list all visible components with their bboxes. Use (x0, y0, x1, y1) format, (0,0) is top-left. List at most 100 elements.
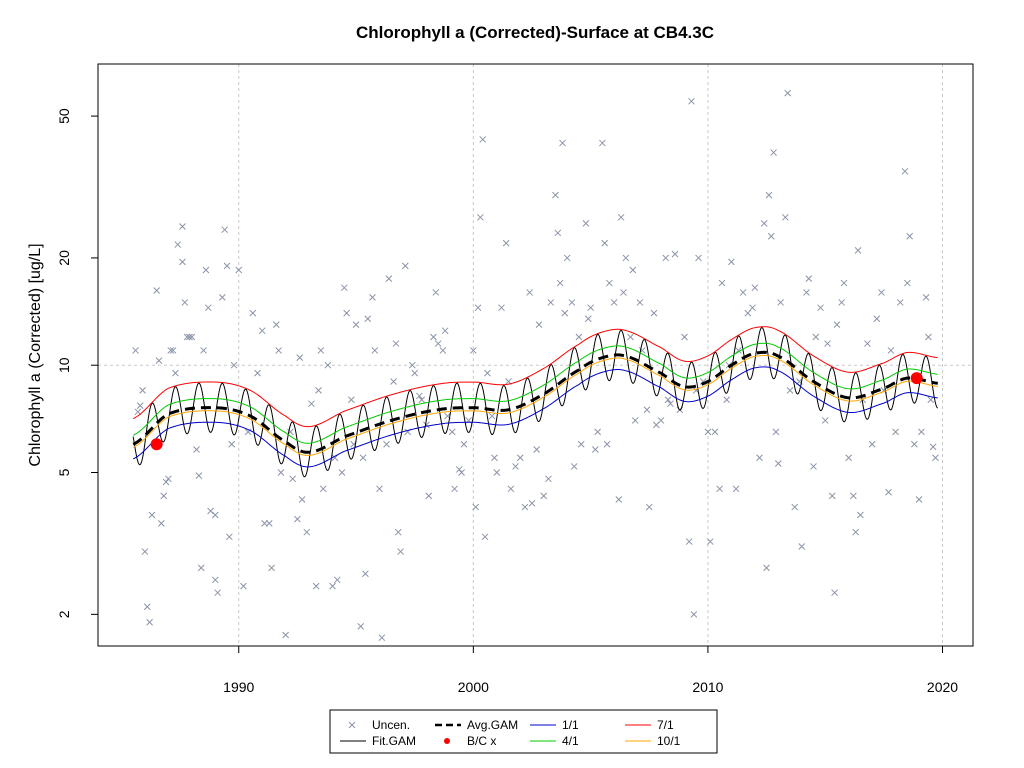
observation-point (528, 499, 536, 507)
observation-point (244, 428, 252, 436)
observation-point (911, 440, 918, 448)
observation-point (756, 454, 763, 462)
observation-point (627, 333, 634, 341)
observation-point (575, 333, 583, 341)
observation-point (202, 266, 210, 274)
observation-point (864, 340, 871, 347)
observation-point (289, 475, 297, 483)
observation-point (540, 492, 548, 500)
observation-point (369, 294, 376, 301)
observation-point (430, 333, 437, 341)
observation-point (425, 492, 433, 500)
observation-point (254, 369, 261, 377)
observation-point (739, 289, 747, 296)
seasonal-line-10-1 (132, 354, 938, 456)
legend-item: Uncen. (348, 718, 410, 732)
observation-point (218, 294, 226, 301)
observation-point (932, 454, 939, 462)
observation-point (347, 396, 355, 404)
observation-point (324, 361, 332, 369)
observation-point (929, 443, 937, 451)
observation-point (211, 511, 219, 519)
legend-label: 7/1 (657, 718, 674, 732)
observation-point (927, 396, 935, 404)
bc-point (150, 438, 163, 451)
observation-point (840, 279, 848, 287)
observation-point (474, 304, 482, 312)
observation-point (214, 589, 221, 597)
legend-item: Fit.GAM (340, 734, 416, 748)
legend-label: 4/1 (562, 734, 579, 748)
observation-point (385, 275, 393, 282)
observation-point (416, 392, 423, 400)
observation-point (479, 136, 487, 143)
observation-point (770, 149, 777, 156)
observation-point (915, 496, 923, 503)
observation-point (338, 469, 346, 476)
observation-point (179, 258, 186, 266)
observation-point (493, 469, 501, 476)
observation-point (394, 528, 402, 536)
observation-point (441, 327, 449, 335)
observation-point (563, 254, 571, 262)
legend-label: Avg.GAM (467, 718, 518, 732)
observation-point (376, 485, 383, 493)
observation-point (340, 284, 348, 292)
observation-point (469, 347, 477, 354)
observation-point (132, 347, 139, 354)
observation-point (136, 402, 144, 410)
observation-point (371, 347, 379, 354)
x-axis: 1990 2000 2010 2020 (223, 646, 958, 695)
observation-point (277, 469, 285, 476)
bc-point (910, 372, 923, 385)
observation-point (521, 503, 529, 511)
observation-point (601, 239, 609, 247)
observation-point (169, 347, 177, 354)
observation-point (502, 239, 510, 247)
observation-point (803, 289, 810, 296)
observation-point (200, 347, 207, 354)
observation-point (718, 279, 726, 287)
grid (98, 64, 973, 646)
observation-point (460, 440, 468, 448)
observation-point (751, 284, 759, 292)
observation-point (357, 623, 365, 630)
observation-point (854, 247, 862, 254)
observation-point (765, 191, 773, 199)
observation-point (186, 333, 193, 341)
observation-point (333, 576, 341, 584)
observation-point (810, 463, 817, 470)
observation-point (383, 440, 390, 448)
observation-point (688, 97, 695, 105)
observation-point (167, 347, 175, 354)
observation-point (390, 378, 397, 385)
legend-item: B/C x (444, 734, 496, 748)
observation-point (197, 564, 205, 572)
observation-point (157, 519, 165, 527)
observation-point (845, 454, 853, 462)
plot-frame (97, 63, 974, 647)
observation-point (617, 213, 625, 221)
observation-point (631, 417, 639, 424)
observation-point (481, 533, 489, 541)
observation-point (831, 589, 838, 597)
observation-point (606, 279, 613, 287)
observation-point (535, 321, 543, 328)
avg-gam-line (132, 350, 938, 454)
observation-point (155, 357, 163, 364)
observation-point (852, 528, 860, 536)
observation-point (556, 279, 564, 287)
observation-point (139, 387, 146, 394)
observation-point (352, 321, 360, 328)
observation-point (681, 333, 688, 341)
observation-point (378, 634, 386, 642)
observation-point (838, 299, 845, 306)
observation-point (179, 223, 186, 230)
observation-point (582, 220, 590, 227)
observation-point (850, 492, 857, 500)
y-axis-label: Chlorophyll a (Corrected) [ug/L] (27, 243, 44, 466)
observation-point (728, 258, 735, 266)
observation-point (903, 279, 911, 287)
observation-point (620, 289, 627, 296)
